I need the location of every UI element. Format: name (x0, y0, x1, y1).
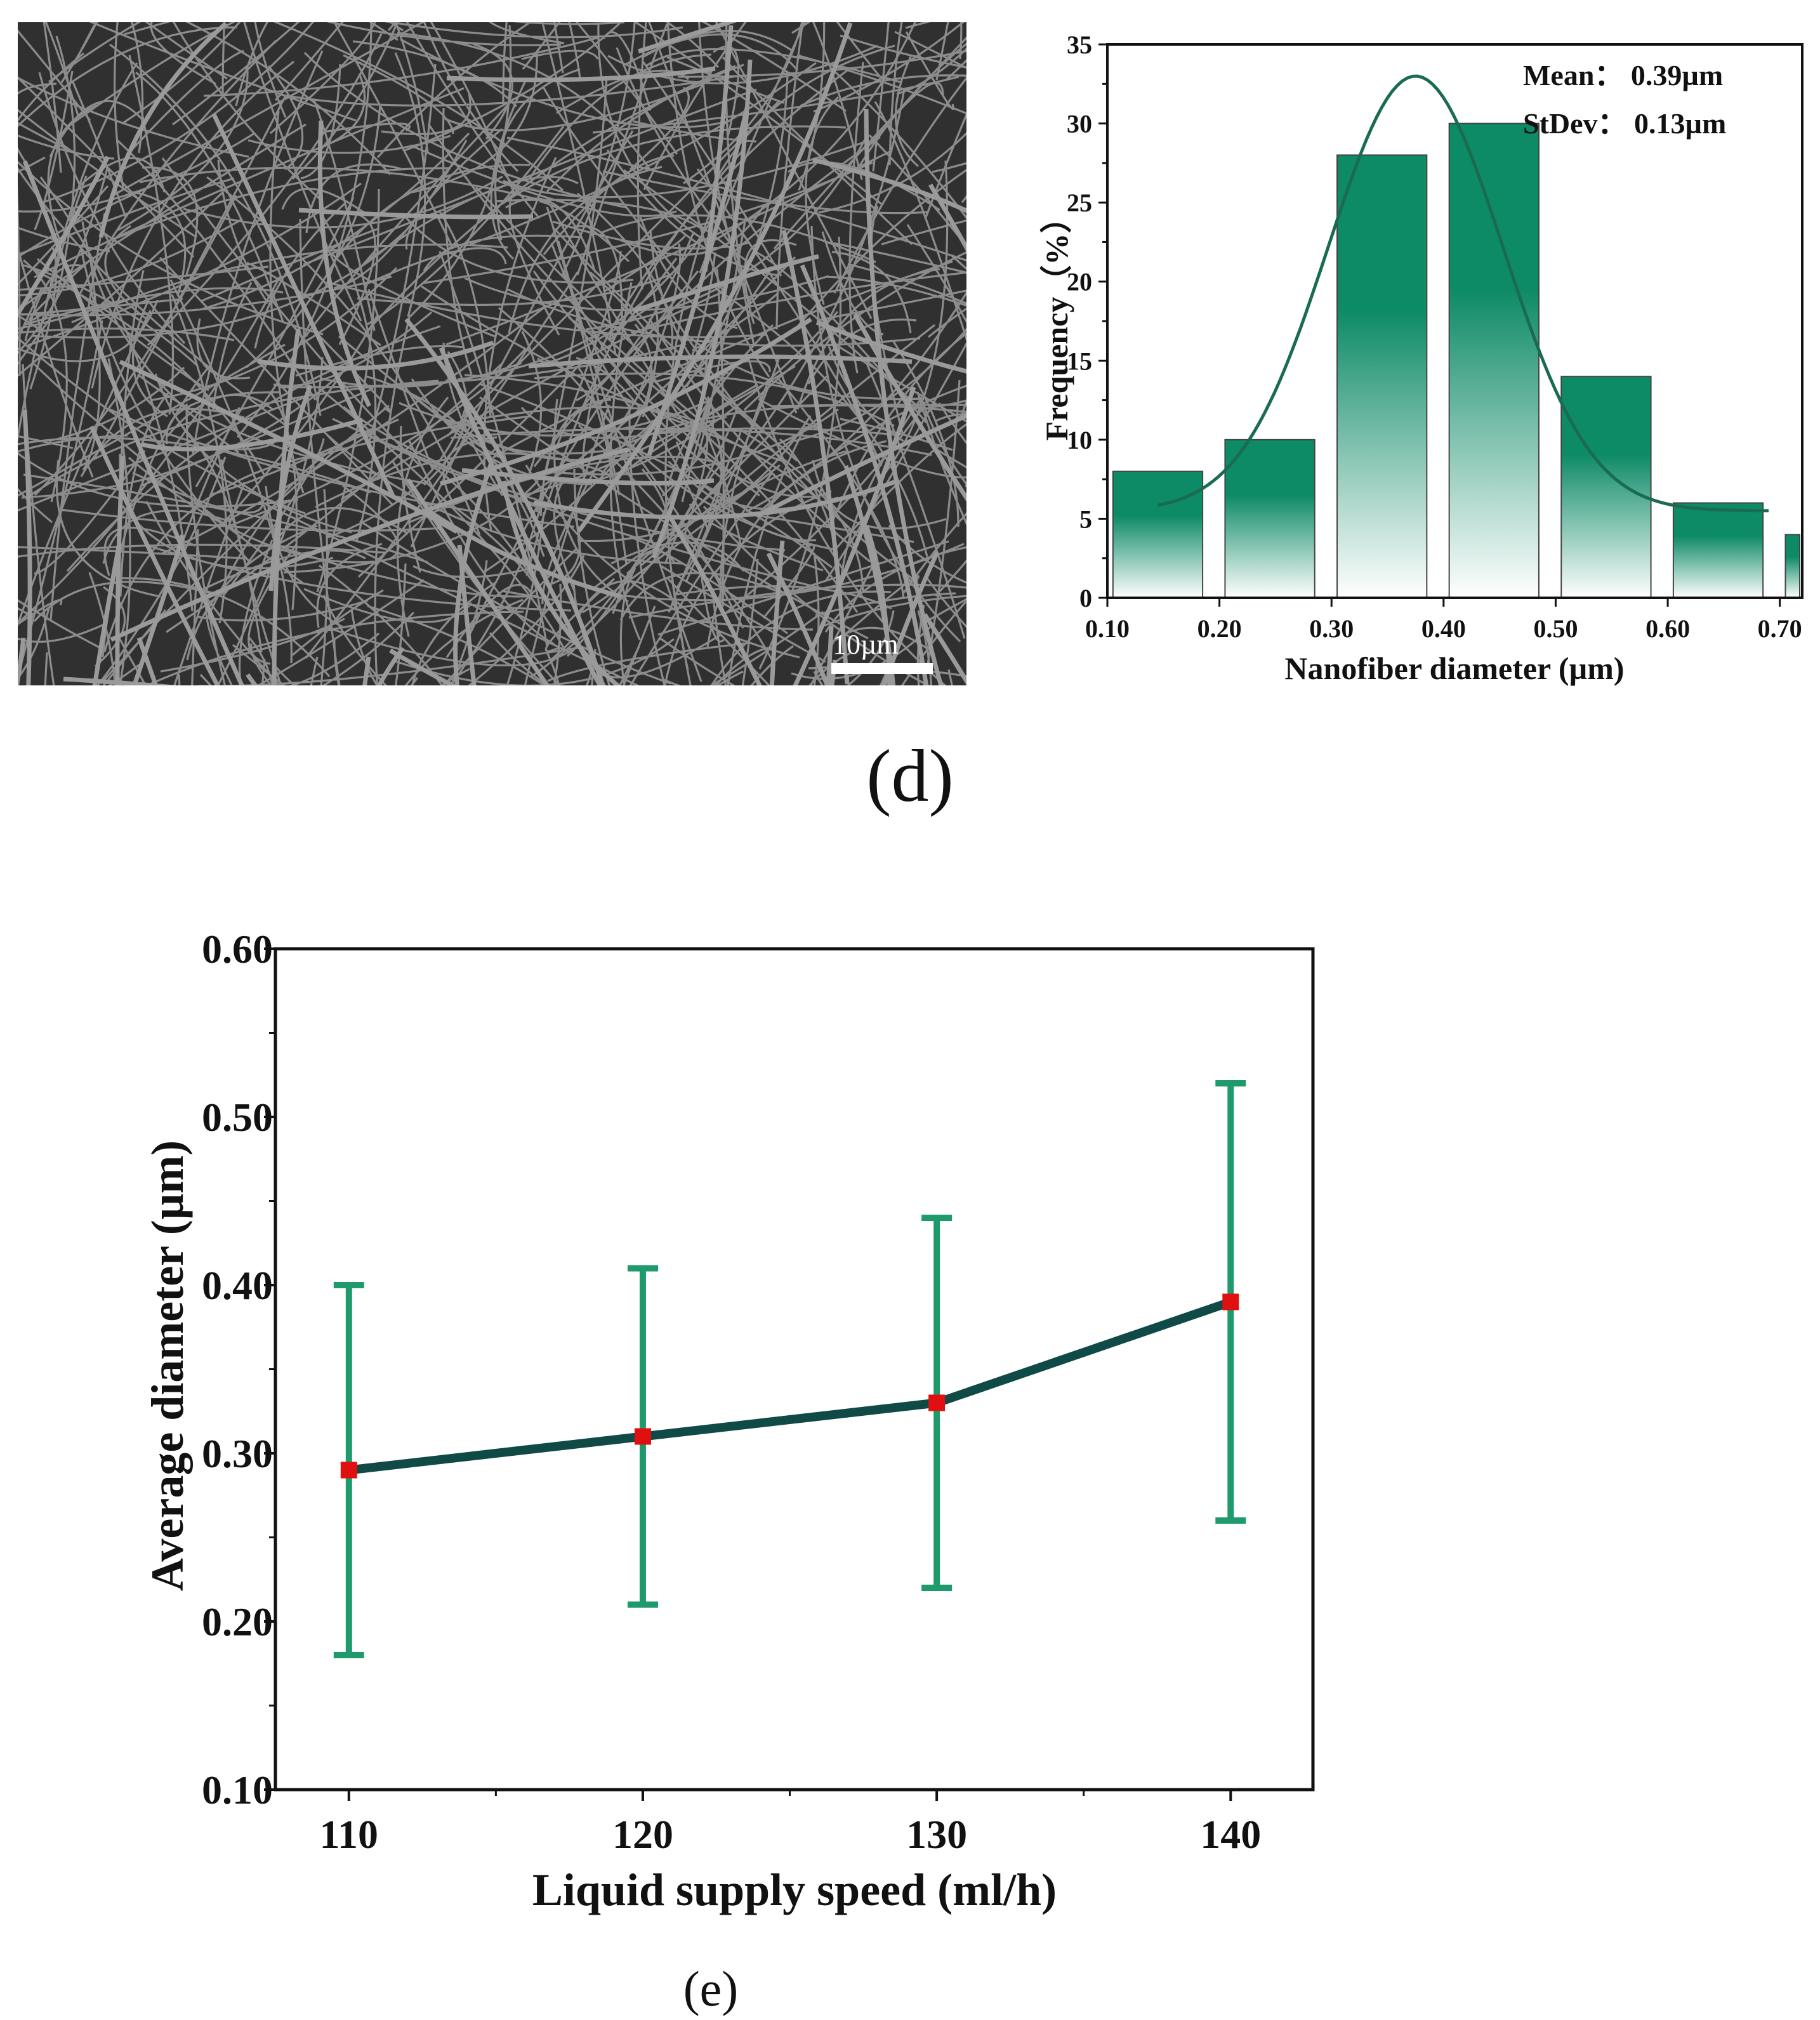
histogram-bar (1448, 122, 1540, 599)
histogram-bar (1560, 376, 1652, 598)
data-point-marker (928, 1394, 946, 1411)
histogram-bar (1112, 470, 1204, 599)
line-chart-y-tick-label: 0.10 (202, 1767, 273, 1812)
histogram-y-tick-label: 0 (1079, 584, 1092, 612)
histogram-y-tick-label: 20 (1067, 268, 1092, 296)
histogram-y-tick-label: 35 (1067, 30, 1092, 59)
histogram-x-tick-label: 0.50 (1533, 614, 1578, 643)
line-chart-y-tick-label: 0.30 (202, 1431, 273, 1476)
line-chart-y-ticks: 0.10 0.20 0.30 0.40 0.50 0.60 (202, 927, 275, 1812)
scale-bar (831, 663, 933, 674)
histogram-x-tick-label: 0.40 (1421, 614, 1466, 643)
error-bars (333, 1080, 1246, 1658)
sem-thick-fibers (18, 22, 966, 685)
histogram-x-tick-label: 0.60 (1645, 614, 1690, 643)
histogram-y-tick-label: 5 (1079, 505, 1092, 533)
line-chart-plot-frame (274, 947, 1315, 1792)
histogram-x-tick-label: 0.20 (1197, 614, 1242, 643)
histogram-y-tick-label: 30 (1067, 110, 1092, 138)
histogram-y-axis-label: Frequency（%） (1039, 202, 1074, 441)
line-chart-x-tick-label: 120 (612, 1812, 673, 1857)
data-point-marker (1222, 1293, 1239, 1310)
histogram-y-tick-label: 15 (1067, 347, 1092, 375)
histogram-x-ticks: 0.10 0.20 0.30 0.40 0.50 0.60 0.70 (1085, 598, 1802, 643)
histogram-x-tick-label: 0.70 (1758, 614, 1802, 643)
sem-micrograph: 10µm (18, 22, 966, 685)
line-chart-y-tick-label: 0.60 (202, 927, 273, 972)
line-chart-x-ticks: 110 120 130 140 (320, 1790, 1261, 1857)
histogram-bars (1112, 122, 1800, 599)
data-point-marker (634, 1428, 651, 1445)
histogram-x-tick-label: 0.30 (1309, 614, 1354, 643)
line-chart-x-tick-label: 140 (1200, 1812, 1261, 1857)
panel-e-label: (e) (683, 1961, 739, 2016)
line-chart-x-tick-label: 110 (320, 1812, 378, 1857)
histogram-x-axis-label: Nanofiber diameter (µm) (1284, 650, 1624, 686)
sem-fibers (18, 22, 966, 685)
data-point-markers (340, 1293, 1239, 1479)
histogram-bar (1672, 502, 1764, 598)
line-chart-y-tick-label: 0.40 (202, 1263, 273, 1308)
line-chart-y-axis-label: Average diameter (µm) (142, 1140, 193, 1592)
histogram-annotation-mean: Mean： 0.39µm (1523, 59, 1723, 91)
data-point-marker (340, 1462, 357, 1479)
scale-bar-label: 10µm (833, 629, 899, 660)
histogram-y-tick-label: 10 (1067, 426, 1092, 454)
line-chart-y-tick-label: 0.20 (202, 1599, 273, 1644)
histogram-bar (1784, 534, 1800, 598)
panel-d-label: (d) (866, 734, 954, 817)
line-chart: 0.10 0.20 0.30 0.40 0.50 0.60 110 120 130 140 Li… (142, 927, 1315, 1915)
histogram-bar (1336, 154, 1428, 598)
gaussian-fit-curve (1157, 74, 1769, 513)
histogram-annotation-stdev: StDev： 0.13µm (1523, 107, 1726, 140)
line-chart-x-axis-label: Liquid supply speed (ml/h) (532, 1865, 1057, 1915)
line-chart-x-tick-label: 130 (906, 1812, 967, 1857)
mean-diameter-line (344, 1297, 1236, 1475)
line-chart-y-tick-label: 0.50 (202, 1095, 273, 1140)
histogram-x-tick-label: 0.10 (1085, 614, 1130, 643)
histogram-bar (1224, 439, 1316, 598)
histogram-y-tick-label: 25 (1067, 188, 1092, 217)
histogram-y-ticks: 0 5 10 15 20 25 30 35 (1067, 30, 1107, 612)
